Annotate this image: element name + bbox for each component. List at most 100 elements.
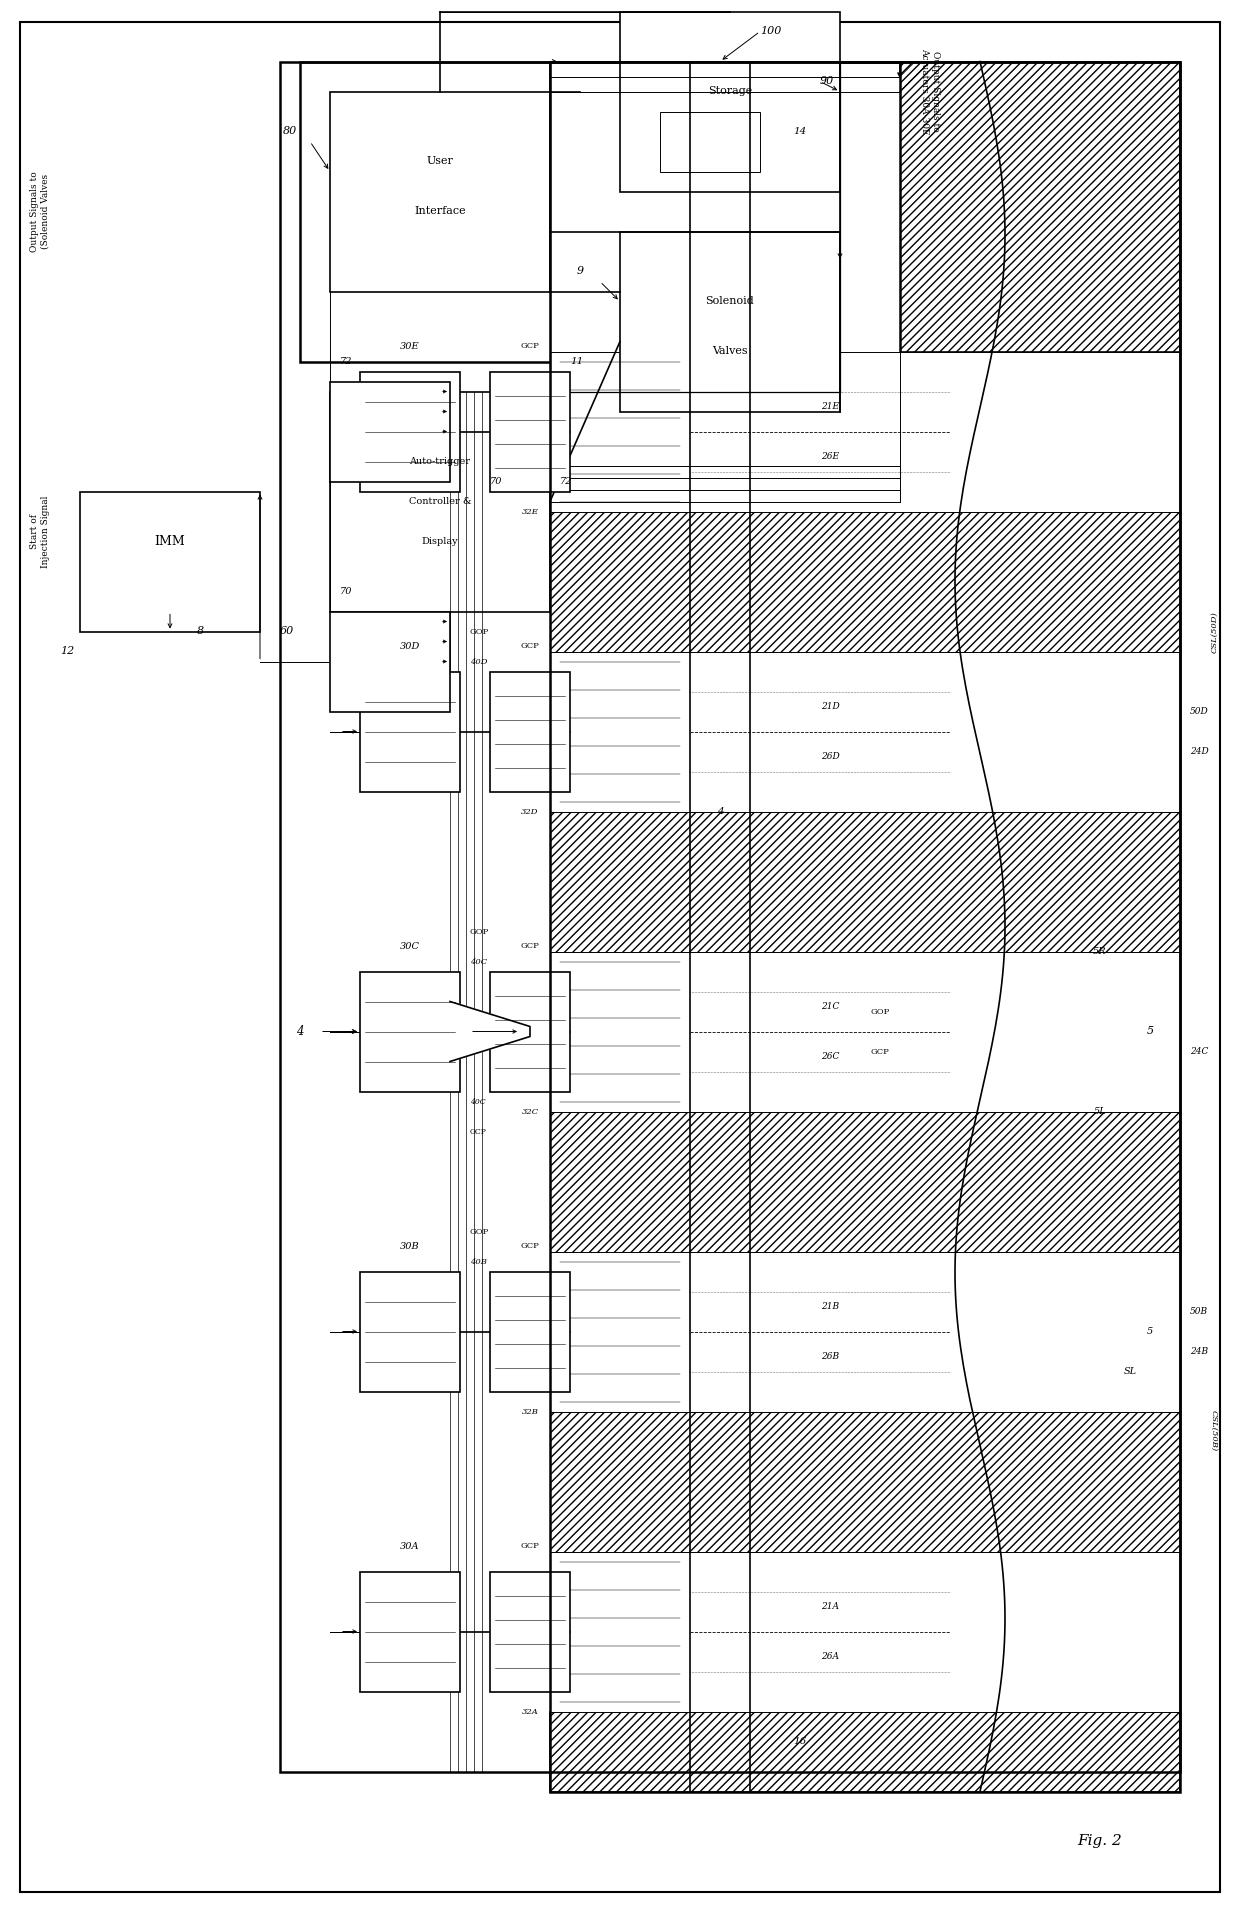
Bar: [551, 511, 1180, 652]
Bar: [360, 671, 460, 792]
Text: GCP: GCP: [521, 943, 539, 951]
Text: GOP: GOP: [470, 1228, 490, 1236]
Bar: [551, 352, 689, 511]
Text: User: User: [427, 157, 454, 166]
Text: GCP: GCP: [470, 1127, 487, 1136]
Text: 26D: 26D: [821, 752, 839, 761]
Text: Display: Display: [422, 538, 459, 545]
Bar: [950, 352, 1180, 511]
Bar: [360, 1571, 460, 1691]
Text: 8: 8: [196, 626, 203, 637]
Bar: [551, 61, 1180, 1791]
Text: 30C: 30C: [401, 941, 420, 951]
Text: GOP: GOP: [870, 1008, 889, 1016]
Text: 24C: 24C: [1190, 1046, 1208, 1056]
Text: GOP: GOP: [470, 627, 490, 635]
Text: 5: 5: [1147, 1328, 1153, 1335]
Text: 26A: 26A: [821, 1653, 839, 1660]
Text: GCP: GCP: [870, 1048, 889, 1056]
Text: 21C: 21C: [821, 1002, 839, 1010]
Text: CSL(50D): CSL(50D): [1210, 612, 1218, 652]
Text: GCP: GCP: [521, 643, 539, 650]
Bar: [551, 1712, 1180, 1791]
Bar: [620, 231, 839, 411]
Bar: [551, 951, 689, 1111]
Text: 32D: 32D: [521, 807, 538, 815]
Text: 30B: 30B: [401, 1242, 420, 1251]
Bar: [490, 671, 570, 792]
Bar: [620, 11, 839, 191]
Text: 30E: 30E: [401, 342, 420, 350]
Bar: [551, 1412, 1180, 1551]
Text: 16: 16: [794, 1737, 807, 1747]
Text: 40B: 40B: [470, 1257, 487, 1266]
Text: 21B: 21B: [821, 1303, 839, 1310]
Text: 26E: 26E: [821, 451, 839, 461]
Text: GCP: GCP: [521, 1542, 539, 1551]
Text: 32B: 32B: [522, 1408, 538, 1416]
Text: GCP: GCP: [521, 342, 539, 350]
Bar: [551, 61, 1180, 352]
Text: 26C: 26C: [821, 1052, 839, 1062]
Bar: [81, 492, 260, 631]
Bar: [490, 1272, 570, 1391]
Text: 21E: 21E: [821, 402, 839, 411]
Text: 40C: 40C: [470, 1098, 486, 1106]
Text: 100: 100: [760, 27, 781, 36]
Bar: [360, 1272, 460, 1391]
Bar: [551, 1111, 1180, 1251]
Text: 14: 14: [794, 126, 807, 136]
Bar: [551, 1251, 1180, 1412]
Bar: [330, 612, 450, 712]
Text: 11: 11: [570, 358, 583, 365]
Text: CSL(50B): CSL(50B): [1210, 1410, 1218, 1452]
Bar: [551, 652, 1180, 811]
Text: Auto-trigger: Auto-trigger: [409, 457, 470, 467]
Text: 32C: 32C: [522, 1108, 538, 1115]
Text: Storage: Storage: [708, 86, 753, 96]
Text: Controller &: Controller &: [409, 497, 471, 507]
Text: Solenoid: Solenoid: [706, 297, 754, 306]
Text: 32E: 32E: [522, 507, 538, 515]
Text: 70: 70: [340, 587, 352, 597]
Text: 9: 9: [577, 266, 584, 277]
Bar: [490, 972, 570, 1092]
Text: 70: 70: [490, 476, 502, 486]
Bar: [950, 1551, 1180, 1712]
Text: 72: 72: [340, 358, 352, 365]
Text: 32A: 32A: [522, 1708, 538, 1716]
Text: Output Signals to
Actuators 30A-30E: Output Signals to Actuators 30A-30E: [920, 48, 940, 134]
Bar: [551, 811, 1180, 951]
Bar: [551, 1551, 1180, 1712]
Text: IMM: IMM: [155, 536, 185, 547]
Text: 24B: 24B: [1190, 1347, 1208, 1356]
Text: 12: 12: [60, 647, 74, 656]
Text: 90: 90: [820, 77, 835, 86]
Text: 50B: 50B: [1190, 1307, 1208, 1316]
Text: 21A: 21A: [821, 1601, 839, 1611]
Bar: [950, 1251, 1180, 1412]
Bar: [551, 1551, 689, 1712]
Bar: [330, 92, 551, 291]
Bar: [280, 61, 1180, 1771]
Text: 5R: 5R: [1094, 947, 1107, 956]
Bar: [360, 972, 460, 1092]
Bar: [490, 1571, 570, 1691]
Bar: [551, 951, 1180, 1111]
Text: SL: SL: [1123, 1368, 1137, 1375]
Text: Fig. 2: Fig. 2: [1078, 1835, 1122, 1848]
Bar: [490, 371, 570, 492]
Bar: [950, 652, 1180, 811]
Text: Start of
Injection Signal: Start of Injection Signal: [30, 495, 50, 568]
Bar: [950, 951, 1180, 1111]
Text: Valves: Valves: [712, 346, 748, 356]
Text: 60: 60: [280, 626, 294, 637]
Bar: [551, 352, 1180, 511]
Text: Interface: Interface: [414, 207, 466, 216]
Text: 50D: 50D: [1190, 708, 1209, 715]
Polygon shape: [450, 1002, 529, 1062]
Bar: [660, 111, 760, 172]
Bar: [300, 61, 900, 362]
Text: 72: 72: [560, 476, 573, 486]
Text: 5L: 5L: [1094, 1108, 1106, 1115]
